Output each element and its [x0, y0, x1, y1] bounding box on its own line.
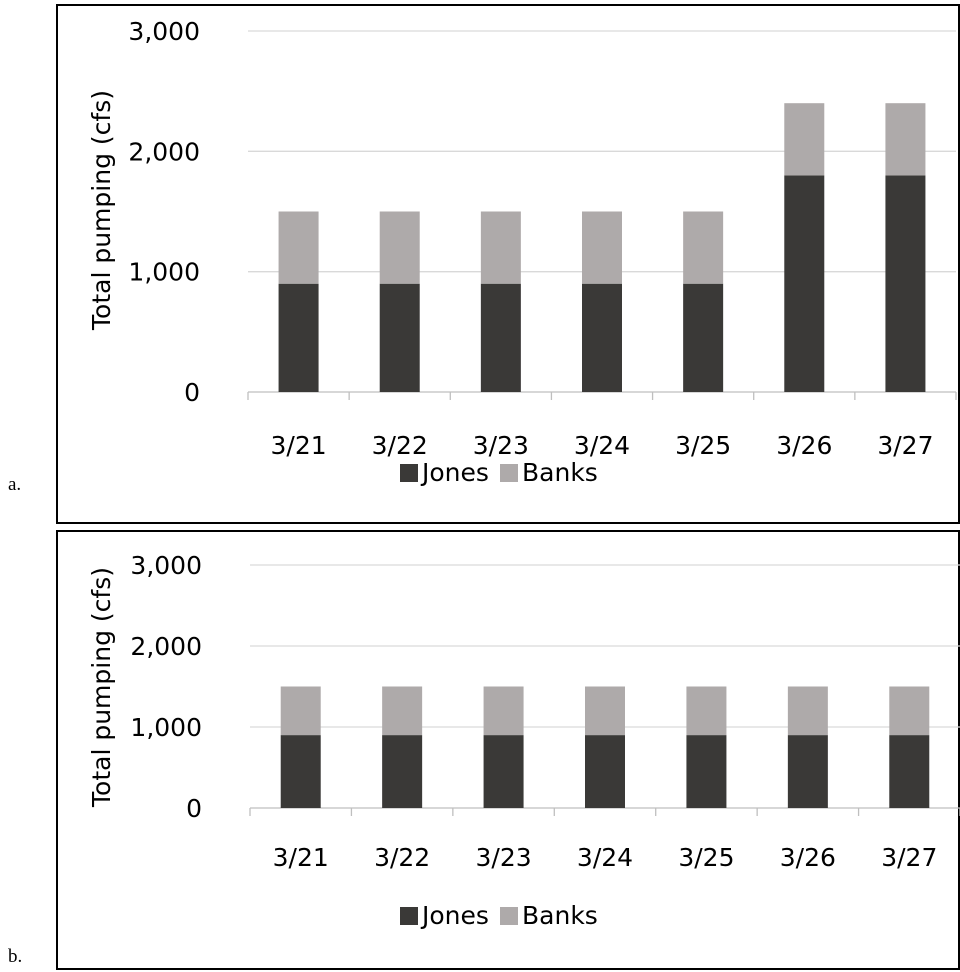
bar-banks	[278, 211, 319, 284]
bar-jones	[382, 735, 423, 808]
bar-banks	[889, 686, 930, 736]
x-tick-label: 3/26	[776, 431, 832, 460]
x-tick-label: 3/25	[675, 431, 731, 460]
legend-swatch-jones	[400, 464, 418, 482]
bar-banks	[379, 211, 420, 284]
bar-jones	[686, 735, 727, 808]
bar-banks	[885, 103, 926, 176]
legend-label-banks: Banks	[522, 458, 598, 487]
legend-label-banks: Banks	[522, 901, 598, 930]
bar-banks	[787, 686, 828, 736]
y-tick-label: 2,000	[130, 632, 202, 661]
y-tick-label: 3,000	[128, 17, 200, 46]
bar-jones	[787, 735, 828, 808]
legend-label-jones: Jones	[420, 901, 489, 930]
bar-jones	[278, 283, 319, 392]
y-axis-label: Total pumping (cfs)	[87, 90, 116, 331]
x-tick-label: 3/21	[273, 843, 329, 872]
bar-jones	[585, 735, 625, 808]
x-tick-label: 3/27	[877, 431, 933, 460]
x-tick-label: 3/24	[577, 843, 633, 872]
bar-jones	[784, 175, 825, 392]
bar-jones	[582, 283, 622, 392]
bar-jones	[483, 735, 524, 808]
legend-swatch-banks	[500, 907, 518, 925]
bar-jones	[379, 283, 420, 392]
bar-jones	[480, 283, 521, 392]
legend-label-jones: Jones	[420, 458, 489, 487]
x-tick-label: 3/23	[473, 431, 529, 460]
bar-banks	[382, 686, 423, 736]
x-tick-label: 3/23	[476, 843, 532, 872]
y-axis-label: Total pumping (cfs)	[87, 567, 116, 808]
chart-b-frame: 0 1,000 2,000 3,000 3/21 3/22 3/23 3/24 3/25 3/26…	[56, 530, 960, 970]
x-tick-label: 3/24	[574, 431, 630, 460]
x-tick-label: 3/26	[780, 843, 836, 872]
y-tick-label: 1,000	[130, 713, 202, 742]
panel-a-letter: a.	[8, 474, 22, 495]
y-tick-label: 3,000	[130, 551, 202, 580]
chart-b: 0 1,000 2,000 3,000 3/21 3/22 3/23 3/24 3/25 3/26…	[87, 551, 960, 930]
x-tick-label: 3/21	[271, 431, 327, 460]
bar-jones	[683, 283, 724, 392]
y-tick-label: 0	[184, 378, 200, 407]
bar-banks	[686, 686, 727, 736]
x-tick-label: 3/22	[372, 431, 428, 460]
bar-jones	[885, 175, 926, 392]
legend-swatch-banks	[500, 464, 518, 482]
bar-banks	[585, 686, 625, 736]
y-tick-label: 2,000	[128, 137, 200, 166]
x-tick-label: 3/22	[374, 843, 430, 872]
y-tick-label: 1,000	[128, 258, 200, 287]
panel-b-letter: b.	[8, 946, 23, 967]
x-tick-label: 3/27	[881, 843, 937, 872]
bar-jones	[889, 735, 930, 808]
chart-a: 0 1,000 2,000 3,000 3/21 3/22 3/23 3/24 3/25 3/26…	[87, 17, 957, 487]
chart-a-frame: 0 1,000 2,000 3,000 3/21 3/22 3/23 3/24 3/25 3/26…	[56, 4, 960, 524]
bar-banks	[784, 103, 825, 176]
bar-jones	[280, 735, 321, 808]
bar-banks	[480, 211, 521, 284]
legend-swatch-jones	[400, 907, 418, 925]
x-tick-label: 3/25	[678, 843, 734, 872]
y-tick-label: 0	[186, 794, 202, 823]
bar-banks	[582, 211, 622, 284]
bar-banks	[280, 686, 321, 736]
bar-banks	[483, 686, 524, 736]
bar-banks	[683, 211, 724, 284]
